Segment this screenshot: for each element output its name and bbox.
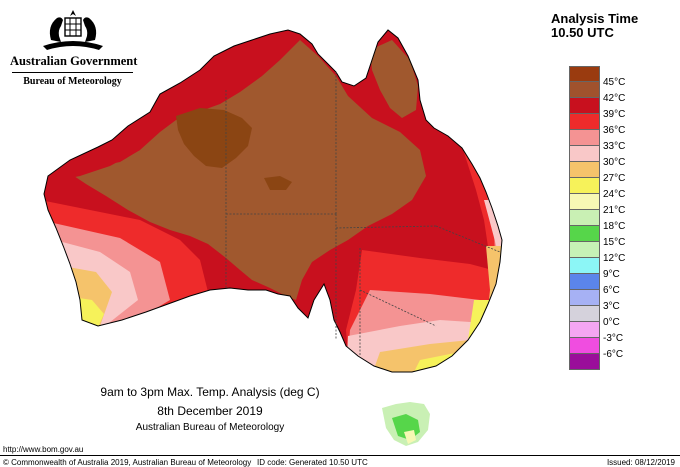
legend-label: 36°C [603,125,626,136]
legend-item: 21°C [569,194,669,216]
legend-label: 27°C [603,173,626,184]
coat-of-arms-icon [42,10,103,50]
bureau-name: Bureau of Meteorology [23,76,122,87]
legend-swatch [569,194,600,210]
legend-swatch [569,322,600,338]
map-date: 8th December 2019 [157,404,263,418]
zone-42-cape-york [370,40,418,118]
legend-swatch [569,98,600,114]
legend-swatch [569,146,600,162]
legend-label: 12°C [603,253,626,264]
legend-swatch [569,226,600,242]
legend-item: 6°C [569,274,669,296]
legend-label: 21°C [603,205,626,216]
legend-label: 6°C [603,285,620,296]
legend-label: 39°C [603,109,626,120]
analysis-time: Analysis Time 10.50 UTC [551,12,638,40]
legend-swatch [569,306,600,322]
legend-label: 42°C [603,93,626,104]
zone-42-interior [74,40,426,300]
copyright-notice: © Commonwealth of Australia 2019, Austra… [3,458,252,467]
legend-swatch [569,210,600,226]
zone-45-west [176,108,252,168]
legend-item: 42°C [569,82,669,104]
legend-swatch [569,162,600,178]
legend-swatch [569,354,600,370]
legend-item: 15°C [569,226,669,248]
zone-39-northwest-coast [44,140,140,182]
legend-item: 45°C [569,66,669,88]
analysis-time-value: 10.50 UTC [551,25,614,40]
logo-divider [12,72,133,73]
legend-label: 33°C [603,141,626,152]
legend-swatch [569,290,600,306]
legend-item: 24°C [569,178,669,200]
legend-label: 0°C [603,317,620,328]
legend-swatch [569,130,600,146]
government-logo: Australian Government Bureau of Meteorol… [10,6,138,87]
legend-item: 12°C [569,242,669,264]
legend-item: 3°C [569,290,669,312]
legend-swatch [569,258,600,274]
zone-45-central [264,176,292,190]
legend-item: 9°C [569,258,669,280]
analysis-time-heading: Analysis Time [551,11,639,26]
legend-item: 39°C [569,98,669,120]
legend-label: 18°C [603,221,626,232]
legend-item: 18°C [569,210,669,232]
legend-swatch [569,178,600,194]
tasmania [382,402,430,446]
id-code: ID code: Generated 10.50 UTC [257,458,368,467]
legend-label: 15°C [603,237,626,248]
legend-item: -6°C [569,338,669,360]
legend-item: 33°C [569,130,669,152]
legend-item: 36°C [569,114,669,136]
website-url: http://www.bom.gov.au [3,445,84,454]
legend-label: -3°C [603,333,624,344]
legend-swatch [569,114,600,130]
legend-item: -3°C [569,322,669,344]
legend-swatch [569,66,600,82]
legend-label: 24°C [603,189,626,200]
government-name: Australian Government [10,54,138,68]
legend-swatch [569,338,600,354]
map-agency: Australian Bureau of Meteorology [135,422,285,433]
legend-item: 27°C [569,162,669,184]
footer-divider [0,455,680,456]
legend-label: 30°C [603,157,626,168]
legend-item: 30°C [569,146,669,168]
temperature-legend: 45°C 42°C 39°C 36°C 33°C 30°C 27°C 24°C 21°C 18°C… [569,66,669,370]
legend-label: 9°C [603,269,620,280]
state-borders [225,72,501,356]
legend-label: -6°C [603,349,624,360]
legend-swatch [569,82,600,98]
legend-swatch [569,274,600,290]
legend-label: 45°C [603,77,626,88]
issued-date: Issued: 08/12/2019 [606,458,675,467]
legend-item [569,354,669,370]
legend-item: 0°C [569,306,669,328]
legend-swatch [569,242,600,258]
legend-label: 3°C [603,301,620,312]
map-title: 9am to 3pm Max. Temp. Analysis (deg C) [100,385,320,399]
